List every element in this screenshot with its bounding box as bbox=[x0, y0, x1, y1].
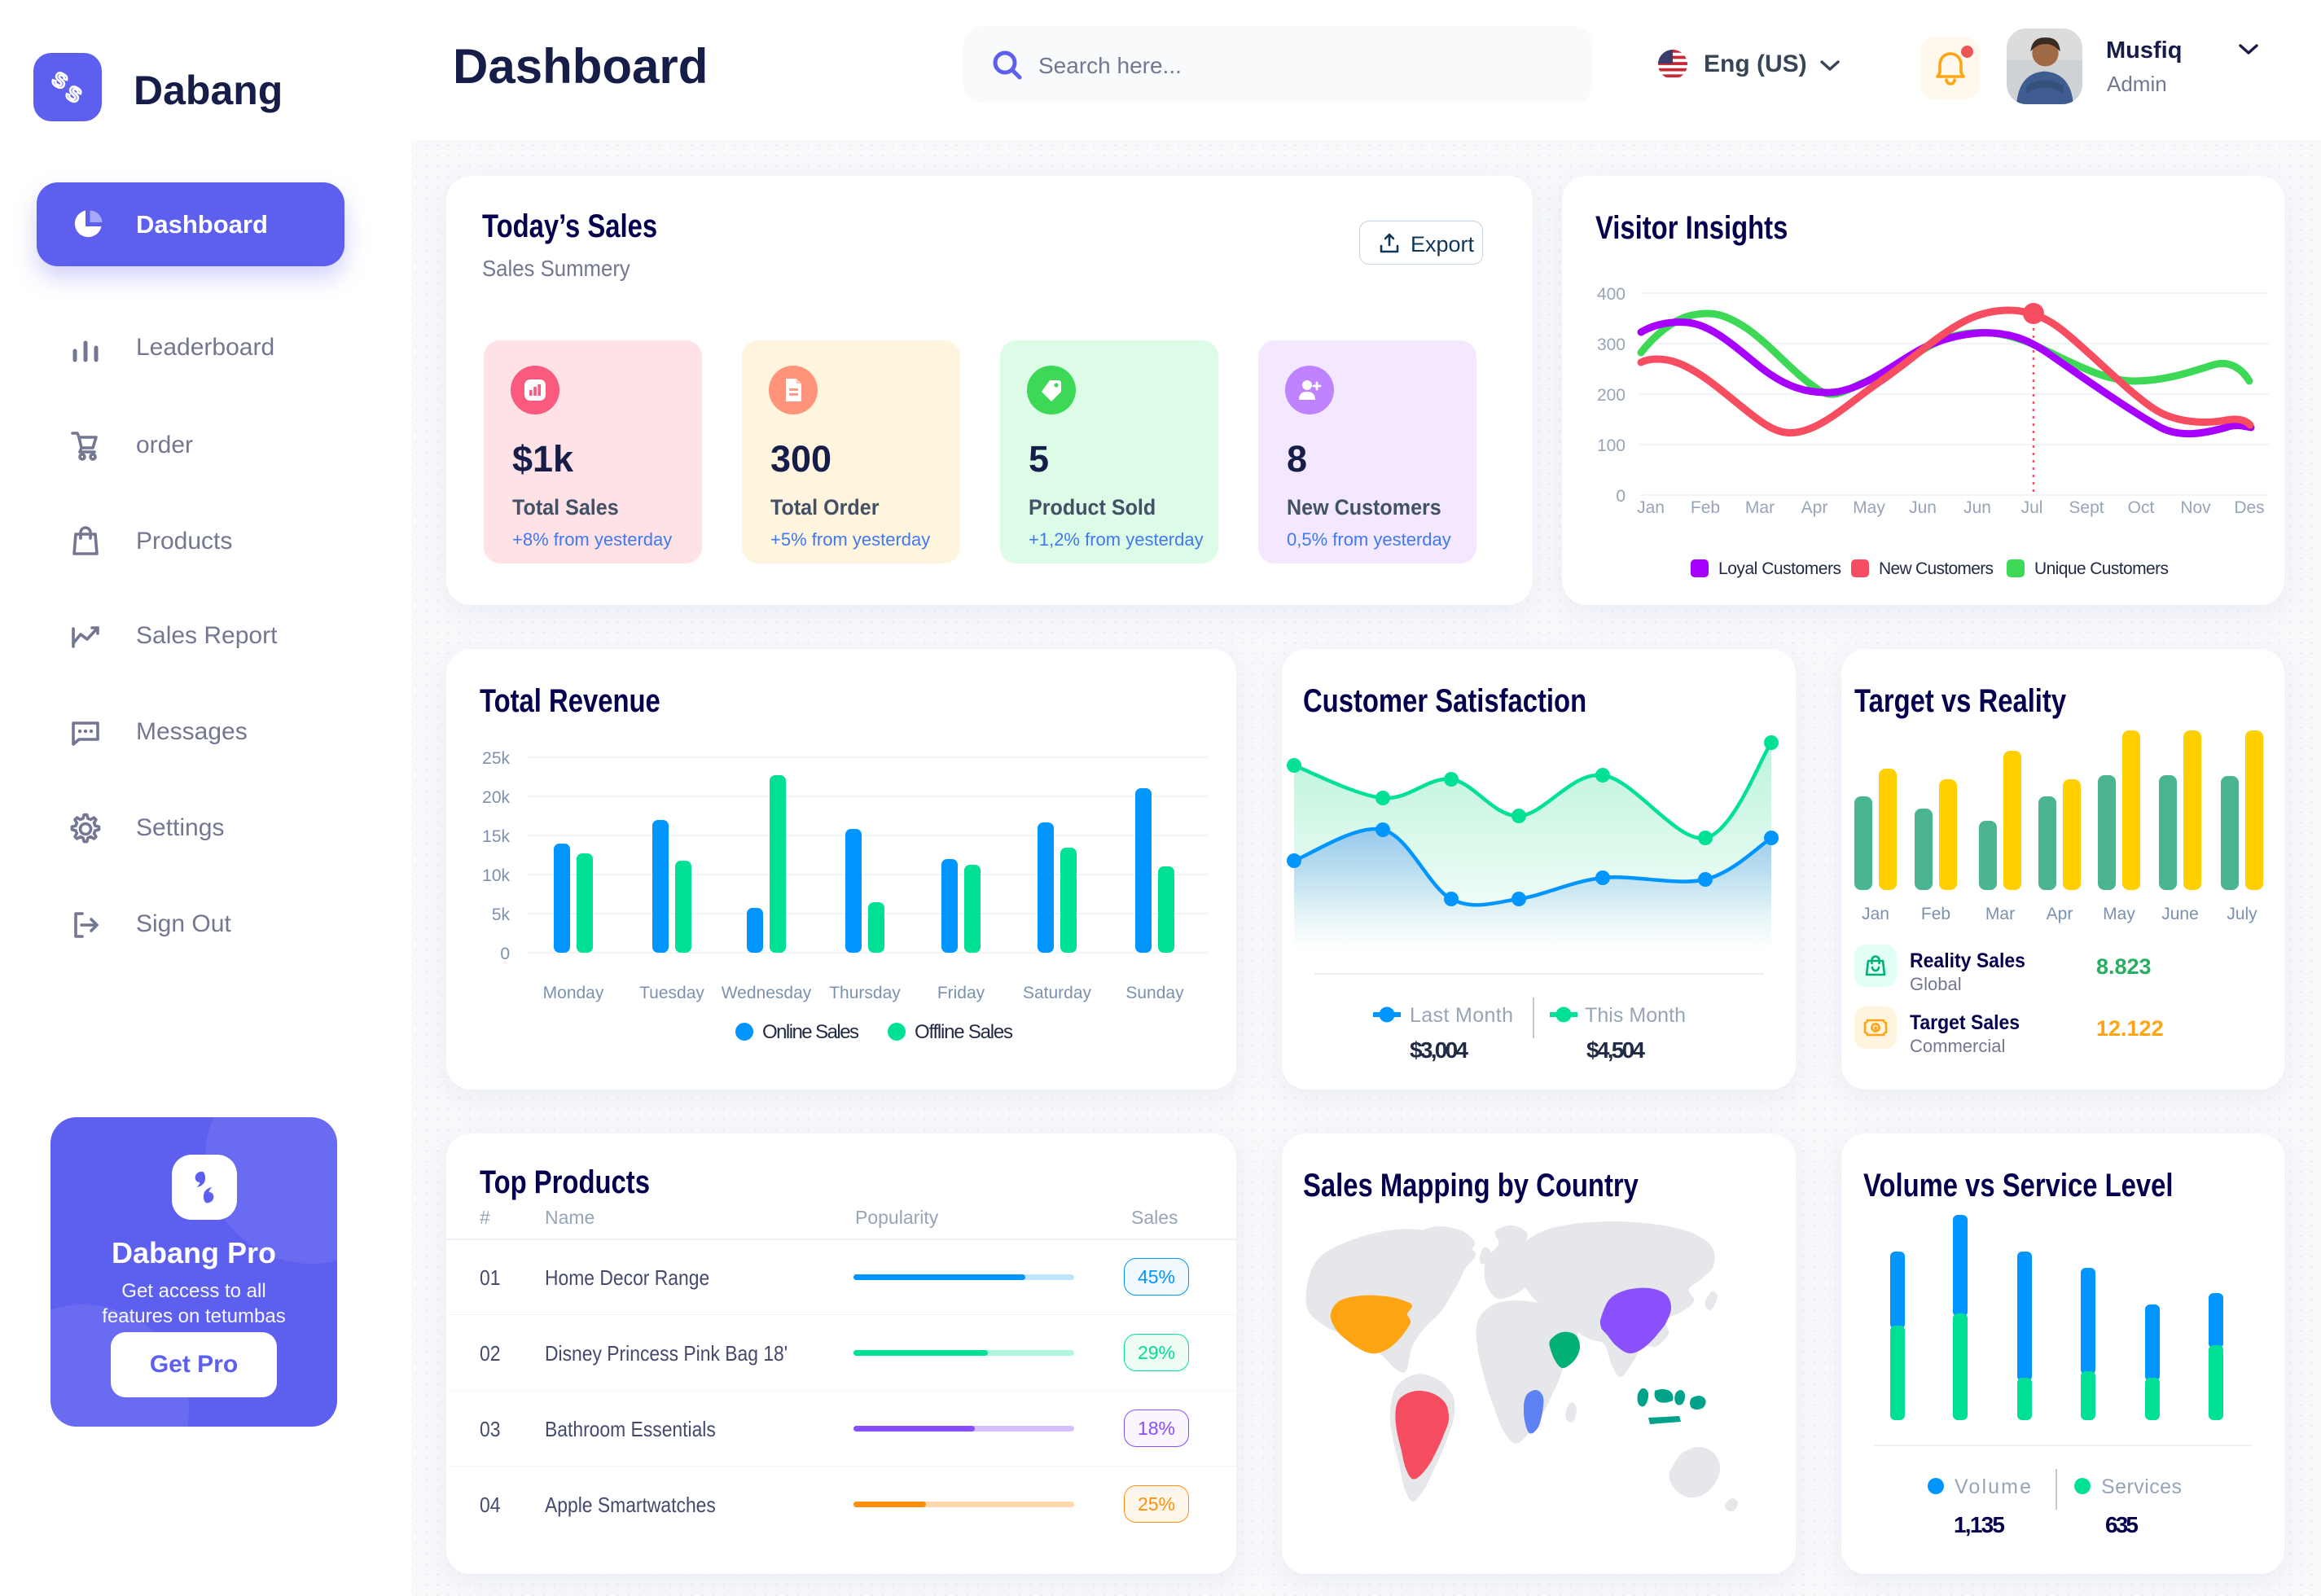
svg-text:Mar: Mar bbox=[1985, 905, 2015, 923]
svg-text:Oct: Oct bbox=[2128, 498, 2155, 517]
svg-text:200: 200 bbox=[1597, 386, 1626, 405]
svg-text:Apr: Apr bbox=[1801, 498, 1828, 517]
svg-text:Des: Des bbox=[2234, 498, 2264, 517]
svg-text:Thursday: Thursday bbox=[829, 984, 901, 1002]
svg-text:0: 0 bbox=[500, 945, 510, 963]
svg-text:Offline Sales: Offline Sales bbox=[915, 1021, 1013, 1043]
svg-text:July: July bbox=[2227, 905, 2257, 923]
svg-text:Sept: Sept bbox=[2069, 498, 2104, 517]
svg-text:Nov: Nov bbox=[2180, 498, 2211, 517]
svg-text:Volume: Volume bbox=[1955, 1475, 2031, 1498]
svg-text:25k: 25k bbox=[482, 749, 510, 768]
svg-text:300: 300 bbox=[1597, 335, 1626, 354]
svg-text:Last Month: Last Month bbox=[1410, 1004, 1513, 1027]
svg-text:New Customers: New Customers bbox=[1879, 559, 1994, 578]
svg-text:Saturday: Saturday bbox=[1023, 984, 1092, 1002]
svg-text:May: May bbox=[2103, 905, 2135, 923]
svg-text:Feb: Feb bbox=[1691, 498, 1720, 517]
svg-text:400: 400 bbox=[1597, 285, 1626, 304]
svg-text:Apr: Apr bbox=[2047, 905, 2073, 923]
svg-text:Loyal Customers: Loyal Customers bbox=[1718, 559, 1841, 578]
svg-text:S: S bbox=[62, 81, 85, 105]
svg-text:20k: 20k bbox=[482, 788, 510, 807]
svg-text:Jan: Jan bbox=[1862, 905, 1889, 923]
svg-text:Online Sales: Online Sales bbox=[762, 1021, 859, 1043]
svg-text:0: 0 bbox=[1616, 487, 1626, 506]
svg-text:Friday: Friday bbox=[937, 984, 985, 1002]
svg-text:$3,004: $3,004 bbox=[1410, 1037, 1468, 1063]
svg-text:Jun: Jun bbox=[1909, 498, 1937, 517]
svg-text:Jan: Jan bbox=[1637, 498, 1665, 517]
svg-text:$4,504: $4,504 bbox=[1586, 1037, 1645, 1063]
svg-text:This Month: This Month bbox=[1585, 1004, 1686, 1027]
svg-text:Wednesday: Wednesday bbox=[722, 984, 812, 1002]
svg-text:10k: 10k bbox=[482, 866, 510, 885]
svg-text:Jul: Jul bbox=[2021, 498, 2043, 517]
svg-text:Jun: Jun bbox=[1963, 498, 1991, 517]
svg-text:5k: 5k bbox=[492, 905, 511, 924]
svg-text:June: June bbox=[2161, 905, 2199, 923]
svg-text:Tuesday: Tuesday bbox=[639, 984, 704, 1002]
svg-text:15k: 15k bbox=[482, 827, 510, 846]
svg-text:Monday: Monday bbox=[543, 984, 604, 1002]
svg-text:Unique Customers: Unique Customers bbox=[2034, 559, 2169, 578]
svg-text:Sunday: Sunday bbox=[1125, 984, 1184, 1002]
svg-text:100: 100 bbox=[1597, 436, 1626, 455]
svg-text:635: 635 bbox=[2105, 1512, 2139, 1537]
svg-text:May: May bbox=[1853, 498, 1885, 517]
svg-text:Feb: Feb bbox=[1921, 905, 1950, 923]
svg-text:Mar: Mar bbox=[1745, 498, 1775, 517]
svg-text:Services: Services bbox=[2101, 1475, 2182, 1498]
svg-text:1,135: 1,135 bbox=[1954, 1512, 2005, 1537]
